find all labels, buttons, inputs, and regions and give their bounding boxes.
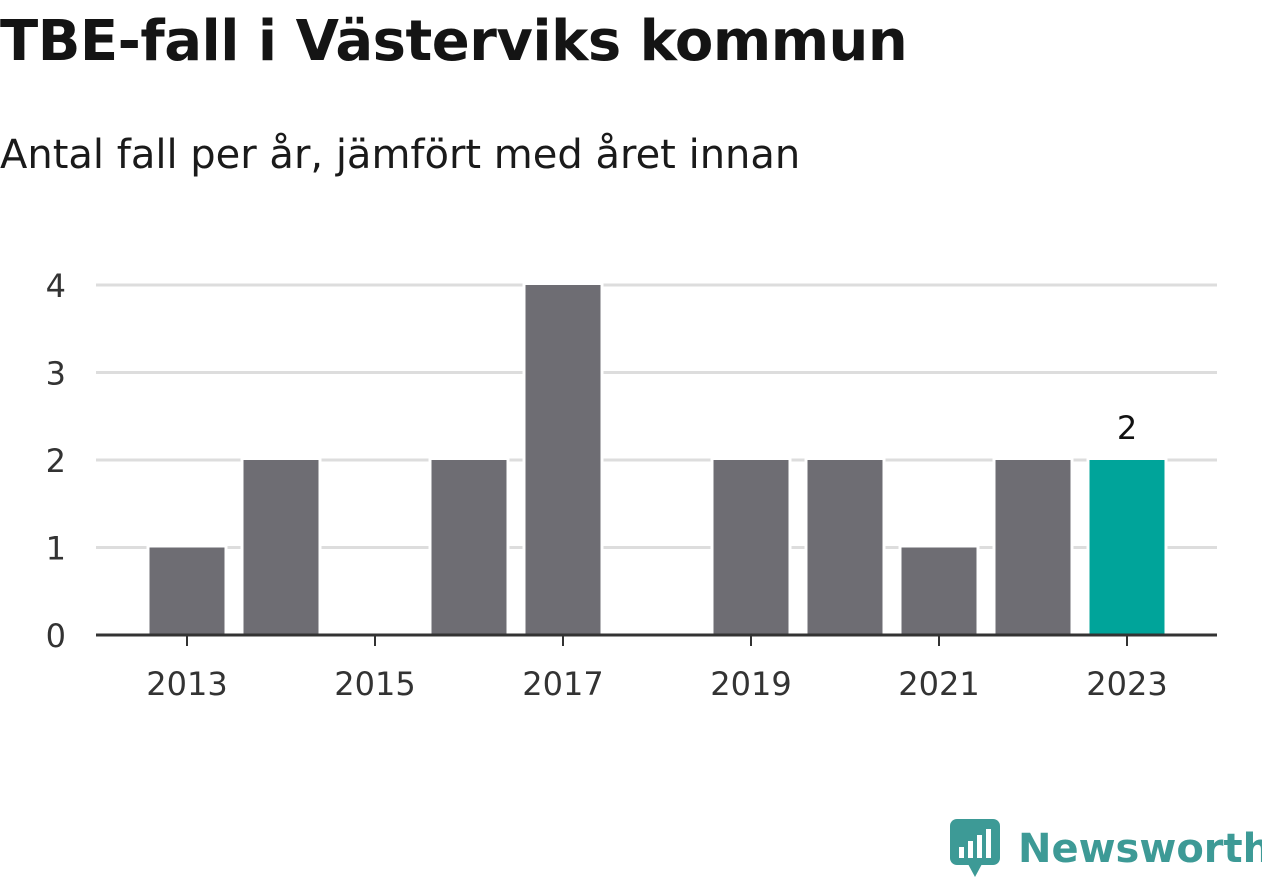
y-tick-label-1: 1 — [46, 530, 66, 568]
labels: 0 1 2 3 4 2 2013 2015 2017 2019 2021 2023 — [46, 267, 1168, 703]
bar-2017 — [525, 285, 601, 635]
x-tick-label-2023: 2023 — [1086, 665, 1167, 703]
bar-2013 — [149, 547, 225, 635]
x-tick-label-2013: 2013 — [146, 665, 227, 703]
bar-2022 — [995, 460, 1071, 635]
newsworthy-logo-text: Newsworthy — [1018, 826, 1262, 872]
bar-2020 — [807, 460, 883, 635]
y-tick-label-2: 2 — [46, 442, 66, 480]
y-tick-label-3: 3 — [46, 355, 66, 393]
chart-title: TBE-fall i Västerviks kommun — [0, 9, 908, 74]
newsworthy-logo: Newsworthy — [950, 818, 1262, 880]
bar-2023 — [1089, 460, 1165, 635]
chart-subtitle: Antal fall per år, jämfört med året inna… — [0, 132, 801, 178]
x-tick-label-2021: 2021 — [898, 665, 979, 703]
axes — [96, 633, 1217, 646]
x-tick-label-2019: 2019 — [710, 665, 791, 703]
bar-2021 — [901, 547, 977, 635]
x-tick-label-2015: 2015 — [334, 665, 415, 703]
bar-2014 — [243, 460, 319, 635]
y-tick-label-4: 4 — [46, 267, 66, 305]
data-label-2023: 2 — [1117, 409, 1137, 447]
y-tick-label-0: 0 — [46, 617, 66, 655]
bar-2019 — [713, 460, 789, 635]
bars — [146, 282, 1168, 635]
newsworthy-logo-icon — [950, 819, 1000, 877]
x-tick-label-2017: 2017 — [522, 665, 603, 703]
bar-2016 — [431, 460, 507, 635]
